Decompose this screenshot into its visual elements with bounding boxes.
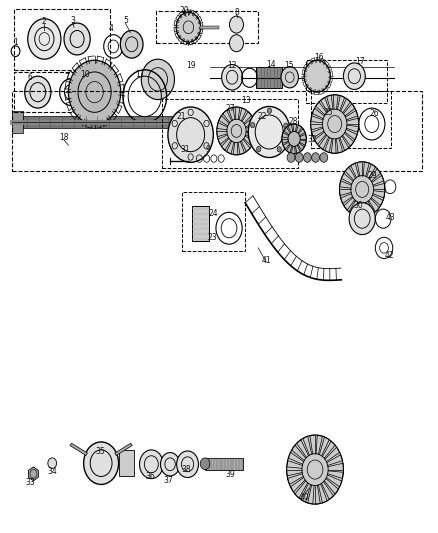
Text: 22: 22 xyxy=(257,112,267,121)
Text: 13: 13 xyxy=(241,96,251,105)
Text: 4: 4 xyxy=(108,24,113,33)
Circle shape xyxy=(257,147,261,152)
Text: 19: 19 xyxy=(186,61,195,70)
Bar xyxy=(311,91,392,149)
Circle shape xyxy=(343,63,365,90)
Text: 12: 12 xyxy=(227,61,237,70)
Text: 35: 35 xyxy=(95,447,105,456)
Bar xyxy=(306,60,387,103)
Circle shape xyxy=(200,458,210,470)
Circle shape xyxy=(64,23,90,55)
Text: 29: 29 xyxy=(368,171,378,180)
Text: 9: 9 xyxy=(206,145,211,154)
Circle shape xyxy=(160,453,180,476)
Circle shape xyxy=(320,153,328,163)
Text: 14: 14 xyxy=(266,60,276,69)
Circle shape xyxy=(349,203,375,235)
Text: 8: 8 xyxy=(234,8,239,17)
Circle shape xyxy=(295,153,303,163)
Text: 26: 26 xyxy=(370,109,379,118)
Circle shape xyxy=(282,124,306,154)
Circle shape xyxy=(339,162,385,217)
Circle shape xyxy=(176,12,201,42)
Text: 11: 11 xyxy=(135,70,144,78)
Bar xyxy=(205,458,244,470)
Circle shape xyxy=(168,107,213,163)
Text: 36: 36 xyxy=(145,472,155,481)
Bar xyxy=(182,192,245,251)
Circle shape xyxy=(311,95,359,154)
Text: 15: 15 xyxy=(284,61,293,70)
Text: 5: 5 xyxy=(123,17,128,26)
Text: 16: 16 xyxy=(314,53,324,62)
Text: 42: 42 xyxy=(385,252,394,260)
Text: 32: 32 xyxy=(307,135,317,144)
Text: 3: 3 xyxy=(70,16,75,25)
Bar xyxy=(22,116,188,128)
Circle shape xyxy=(312,153,320,163)
Bar xyxy=(192,206,209,241)
Text: 6: 6 xyxy=(28,73,33,82)
Text: 17: 17 xyxy=(355,58,364,66)
Circle shape xyxy=(120,30,143,58)
Circle shape xyxy=(230,16,244,33)
Bar xyxy=(12,111,22,133)
Circle shape xyxy=(28,19,61,59)
Circle shape xyxy=(287,153,295,163)
Text: 39: 39 xyxy=(226,471,235,479)
Bar xyxy=(12,91,422,171)
Circle shape xyxy=(68,60,121,124)
Bar xyxy=(119,450,134,477)
Bar xyxy=(14,72,110,112)
Circle shape xyxy=(304,153,311,163)
Text: 28: 28 xyxy=(289,117,298,126)
Circle shape xyxy=(177,451,198,478)
Circle shape xyxy=(267,108,272,114)
Text: 20: 20 xyxy=(179,6,189,15)
Text: 31: 31 xyxy=(180,145,190,154)
Text: 33: 33 xyxy=(25,478,35,487)
Circle shape xyxy=(251,123,255,128)
Circle shape xyxy=(287,435,343,504)
Circle shape xyxy=(48,458,57,469)
Text: 40: 40 xyxy=(299,493,309,502)
Text: 10: 10 xyxy=(80,70,90,78)
Text: 24: 24 xyxy=(208,209,218,218)
Bar xyxy=(256,67,283,88)
Circle shape xyxy=(284,123,288,128)
Text: 21: 21 xyxy=(176,112,186,121)
Bar xyxy=(14,9,110,70)
Text: 41: 41 xyxy=(261,256,271,264)
Circle shape xyxy=(248,107,290,158)
Circle shape xyxy=(222,64,243,90)
Text: 1: 1 xyxy=(13,38,18,47)
Text: 38: 38 xyxy=(181,465,191,474)
Circle shape xyxy=(25,76,51,108)
Text: 25: 25 xyxy=(324,108,333,117)
Text: 37: 37 xyxy=(163,476,173,484)
Bar xyxy=(162,99,297,168)
Circle shape xyxy=(217,107,256,155)
Text: 43: 43 xyxy=(385,213,395,222)
Text: 18: 18 xyxy=(59,133,69,142)
Circle shape xyxy=(141,59,174,100)
Text: 27: 27 xyxy=(226,103,235,112)
Circle shape xyxy=(281,67,298,88)
Text: 7: 7 xyxy=(65,73,70,82)
Circle shape xyxy=(230,35,244,52)
Circle shape xyxy=(304,60,330,92)
Circle shape xyxy=(140,450,163,479)
Text: 30: 30 xyxy=(354,201,364,210)
Circle shape xyxy=(277,147,282,152)
Bar xyxy=(155,11,258,43)
Text: 2: 2 xyxy=(42,18,47,27)
Text: 34: 34 xyxy=(47,467,57,475)
Circle shape xyxy=(84,442,119,484)
Text: 23: 23 xyxy=(208,233,217,242)
